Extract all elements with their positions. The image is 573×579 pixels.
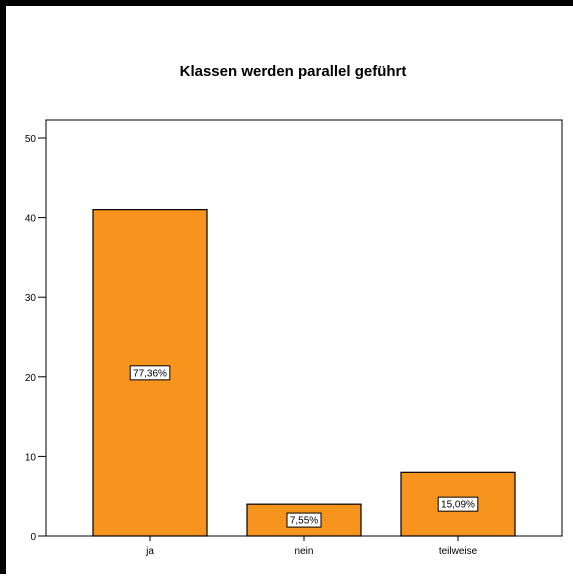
data-label: 7,55% bbox=[290, 516, 318, 527]
x-tick-label: nein bbox=[295, 546, 314, 557]
y-axis: 0 10 20 30 40 50 bbox=[25, 134, 46, 543]
y-tick-label: 40 bbox=[25, 214, 37, 225]
y-tick-label: 50 bbox=[25, 134, 37, 145]
y-tick-label: 20 bbox=[25, 373, 37, 384]
x-tick-label: ja bbox=[145, 546, 154, 557]
x-tick-label: teilweise bbox=[439, 546, 478, 557]
data-label: 15,09% bbox=[441, 500, 475, 511]
x-axis: ja nein teilweise bbox=[145, 536, 478, 557]
y-tick-label: 30 bbox=[25, 293, 37, 304]
bars: 77,36% 7,55% 15,09% bbox=[92, 209, 516, 537]
data-label-box bbox=[129, 365, 171, 381]
y-tick-label: 10 bbox=[25, 452, 37, 463]
data-label-box bbox=[437, 496, 479, 512]
chart-title: Klassen werden parallel geführt bbox=[180, 63, 407, 80]
y-tick-label: 0 bbox=[30, 532, 36, 543]
data-label-box bbox=[286, 512, 322, 528]
data-label: 77,36% bbox=[133, 368, 167, 379]
